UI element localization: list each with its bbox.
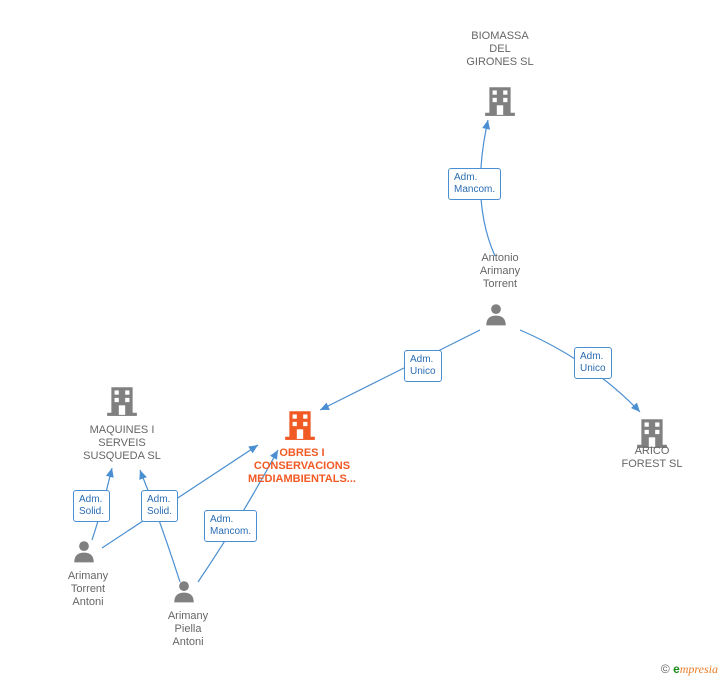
person-icon: [483, 301, 509, 327]
building-icon: [635, 415, 669, 449]
node-label-obres: OBRES I CONSERVACIONS MEDIAMBIENTALS...: [232, 447, 372, 486]
brand-rest: mpresia: [680, 662, 718, 676]
node-label-arimany_torrent: Arimany Torrent Antoni: [18, 570, 158, 609]
arrowhead-icon: [631, 403, 643, 415]
edge-label-arimany_torrent-maquines: Adm. Solid.: [73, 490, 110, 522]
arrowhead-icon: [106, 467, 116, 478]
node-icon-arimany_torrent[interactable]: [71, 538, 97, 564]
node-icon-arico[interactable]: [635, 415, 669, 449]
person-icon: [71, 538, 97, 564]
edge-label-antonio-biomassa: Adm. Mancom.: [448, 168, 501, 200]
edge-label-antonio-obres: Adm. Unico: [404, 350, 442, 382]
arrowhead-icon: [136, 469, 147, 480]
edge-label-arimany_piella-maquines: Adm. Solid.: [141, 490, 178, 522]
edge-label-arimany_piella-obres: Adm. Mancom.: [204, 510, 257, 542]
arrowhead-icon: [318, 403, 330, 414]
node-label-arico: ARICO FOREST SL: [582, 445, 722, 471]
brand-first-letter: e: [673, 662, 680, 676]
building-icon: [283, 407, 317, 441]
node-icon-maquines[interactable]: [105, 383, 139, 417]
arrowhead-icon: [482, 119, 492, 129]
edge-antonio-obres: [320, 330, 480, 410]
building-icon: [105, 383, 139, 417]
node-icon-obres[interactable]: [283, 407, 317, 441]
node-label-biomassa: BIOMASSA DEL GIRONES SL: [430, 30, 570, 69]
edge-arimany_piella-maquines: [140, 470, 180, 582]
node-icon-arimany_piella[interactable]: [171, 578, 197, 604]
node-label-maquines: MAQUINES I SERVEIS SUSQUEDA SL: [52, 424, 192, 463]
node-label-arimany_piella: Arimany Piella Antoni: [118, 610, 258, 649]
building-icon: [483, 83, 517, 117]
person-icon: [171, 578, 197, 604]
copyright-symbol: ©: [661, 662, 670, 676]
node-label-antonio: Antonio Arimany Torrent: [430, 252, 570, 291]
node-icon-antonio[interactable]: [483, 301, 509, 327]
credit-line: © empresia: [661, 662, 718, 677]
edge-label-antonio-arico: Adm. Unico: [574, 347, 612, 379]
node-icon-biomassa[interactable]: [483, 83, 517, 117]
